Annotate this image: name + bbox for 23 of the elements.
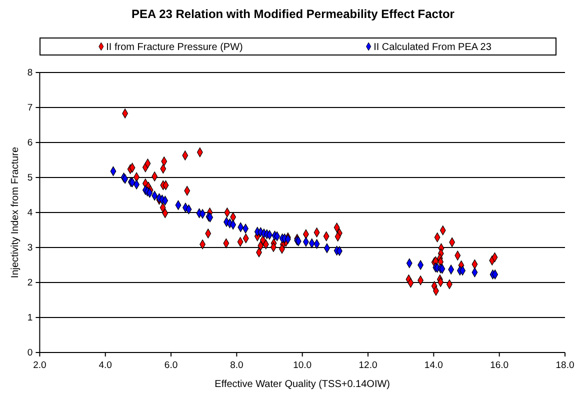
chart-title: PEA 23 Relation with Modified Permeability Effect Factor [132, 7, 455, 21]
x-tick-label: 2.0 [33, 360, 46, 372]
y-tick-label: 8 [27, 68, 33, 79]
x-tick-label: 10.0 [293, 360, 312, 372]
x-axis-title: Effective Water Quality (TSS+0.14OIW) [214, 379, 390, 390]
y-tick-label: 0 [27, 348, 33, 359]
y-tick-label: 5 [27, 172, 33, 184]
x-tick-label: 12.0 [358, 360, 378, 372]
x-tick-label: 8.0 [230, 360, 244, 372]
y-tick-label: 1 [27, 312, 33, 324]
y-tick-label: 2 [27, 278, 33, 289]
y-tick-label: 6 [27, 138, 33, 149]
y-tick-label: 4 [27, 208, 33, 219]
x-tick-label: 4.0 [98, 360, 112, 372]
x-tick-label: 14.0 [424, 360, 443, 372]
x-tick-label: 6.0 [164, 360, 178, 372]
y-axis-title: Injectivity Index from Fracture [10, 146, 21, 278]
legend-label: II Calculated From PEA 23 [374, 42, 492, 53]
y-tick-label: 7 [27, 102, 33, 114]
y-tick-label: 3 [27, 242, 33, 254]
legend-label: II from Fracture Pressure (PW) [106, 42, 243, 53]
x-tick-label: 18.0 [556, 360, 574, 372]
x-tick-label: 16.0 [490, 360, 509, 372]
